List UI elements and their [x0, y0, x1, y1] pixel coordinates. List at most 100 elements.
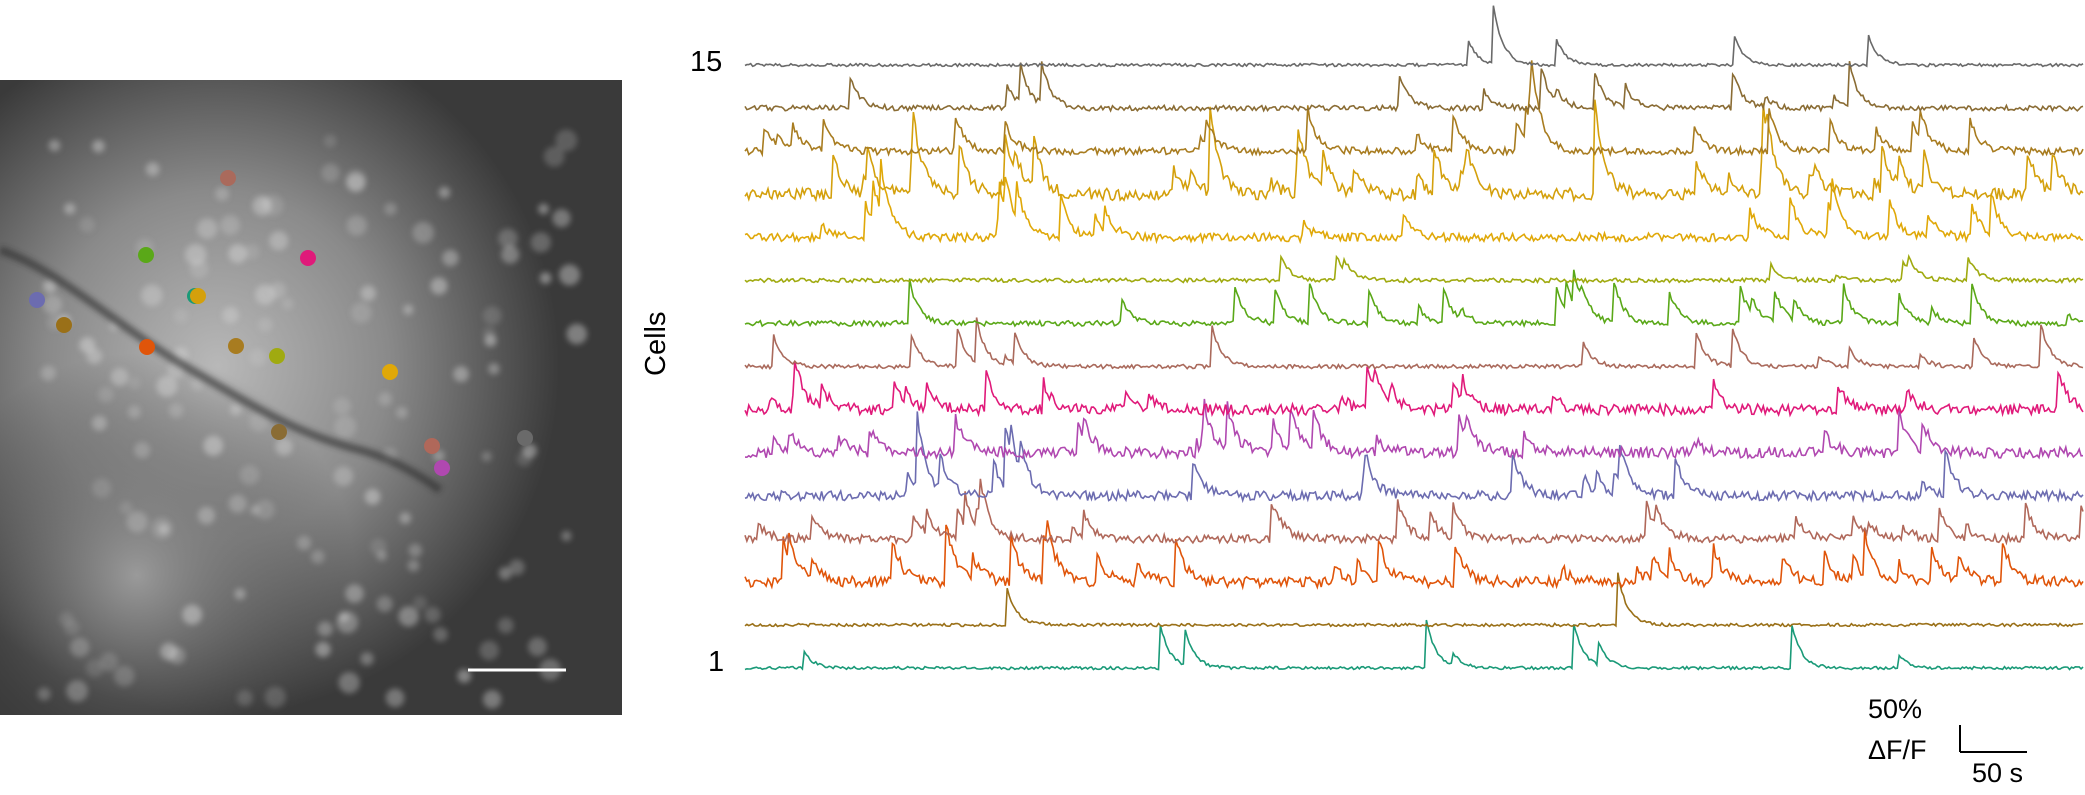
cell-body: [482, 690, 502, 709]
scale-amplitude-label: 50%: [1868, 694, 1923, 724]
cell-body: [64, 620, 80, 636]
roi-marker-cell-14: [271, 424, 287, 440]
cell-body: [433, 627, 448, 642]
cell-body: [156, 376, 178, 397]
cell-body: [114, 665, 135, 687]
cell-body: [66, 680, 88, 702]
cell-body: [396, 406, 408, 419]
cell-body: [317, 621, 333, 637]
cell-body: [43, 279, 57, 293]
trace-cell-12: [744, 99, 2084, 203]
cell-body: [408, 543, 422, 558]
microscope-image: [0, 80, 622, 715]
bottom-cell-index: 1: [708, 646, 725, 678]
roi-marker-cell-10: [269, 348, 285, 364]
cell-body: [364, 489, 381, 505]
cell-body: [141, 284, 163, 306]
cell-body: [92, 478, 112, 498]
cell-body: [197, 218, 218, 239]
cell-body: [191, 378, 204, 391]
trace-cell-13: [744, 60, 2084, 158]
cell-body: [483, 306, 502, 325]
cell-body: [360, 285, 376, 301]
cell-body: [345, 169, 367, 191]
cell-body: [182, 604, 203, 625]
cell-body: [126, 511, 148, 533]
cell-body: [239, 465, 260, 485]
roi-marker-cell-5: [29, 292, 45, 308]
cell-body: [334, 415, 357, 438]
cell-body: [215, 187, 230, 201]
cell-body: [92, 140, 105, 153]
cell-body: [228, 244, 248, 263]
cell-body: [151, 517, 173, 539]
cell-body: [134, 442, 151, 459]
cell-body: [189, 259, 209, 279]
cell-body: [110, 368, 129, 386]
trace-cell-8: [744, 317, 2084, 371]
cell-body: [296, 535, 312, 551]
cell-body: [70, 637, 90, 658]
trace-cell-11: [744, 158, 2084, 245]
cell-body: [501, 245, 520, 264]
roi-marker-cell-4: [424, 438, 440, 454]
roi-marker-cell-15: [517, 430, 533, 446]
roi-marker-cell-12: [190, 288, 206, 304]
cell-body: [509, 559, 525, 576]
trace-cell-14: [744, 61, 2084, 113]
cell-body: [438, 186, 451, 199]
cell-body: [479, 640, 499, 661]
cell-body: [197, 506, 216, 525]
cell-body: [249, 348, 267, 366]
cell-body: [338, 672, 360, 694]
cell-body: [48, 139, 61, 152]
roi-marker-cell-2: [56, 317, 72, 333]
cell-body: [249, 412, 269, 432]
cell-body: [442, 249, 459, 267]
cell-body: [64, 203, 76, 215]
trace-cell-9: [744, 269, 2084, 329]
trace-cell-4: [744, 478, 2084, 546]
cell-body: [333, 466, 354, 486]
cell-body: [457, 669, 472, 683]
trace-cell-3: [744, 520, 2084, 591]
cell-body: [321, 163, 340, 182]
cell-body: [203, 435, 224, 456]
cell-body: [236, 690, 253, 706]
cell-body: [255, 499, 275, 520]
cell-body: [37, 687, 51, 701]
cell-body: [258, 317, 273, 332]
cell-body: [555, 129, 578, 152]
cell-body: [559, 264, 580, 286]
cell-body: [528, 637, 547, 657]
cell-body: [255, 284, 276, 305]
cell-body: [433, 450, 445, 462]
cell-body: [234, 588, 246, 600]
cell-body: [168, 647, 186, 665]
roi-marker-cell-6: [434, 460, 450, 476]
trace-cell-2: [744, 572, 2084, 628]
cell-body: [79, 217, 95, 233]
trace-cell-5: [744, 411, 2084, 504]
roi-marker-cell-9: [138, 247, 154, 263]
trace-cell-1: [744, 619, 2084, 671]
cell-body: [497, 617, 514, 634]
cell-body: [407, 559, 420, 572]
cell-body: [453, 366, 469, 382]
cell-body: [275, 438, 293, 456]
cell-body: [483, 326, 496, 340]
cell-body: [424, 607, 441, 623]
cell-body: [333, 397, 351, 415]
cell-body: [385, 688, 405, 708]
roi-marker-cell-11: [382, 364, 398, 380]
trace-cell-15: [744, 5, 2084, 68]
cell-body: [230, 404, 242, 416]
cell-body: [168, 403, 184, 418]
cells-axis-label: Cells: [640, 311, 672, 376]
cell-body: [430, 277, 448, 295]
cell-body: [264, 686, 286, 708]
cell-body: [398, 606, 419, 627]
cell-body: [281, 297, 294, 310]
cell-bodies: [37, 129, 588, 709]
trace-cell-10: [744, 253, 2084, 284]
